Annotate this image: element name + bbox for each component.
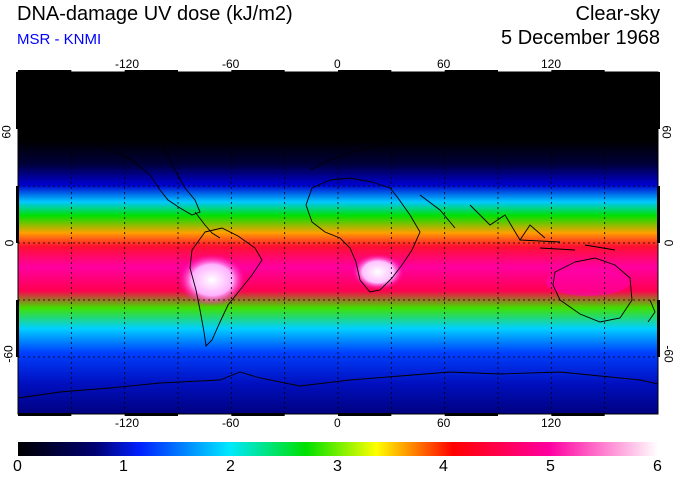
frame-bar bbox=[16, 72, 19, 129]
lon-tick-top-0: -120 bbox=[115, 57, 140, 71]
frame-bar bbox=[338, 70, 392, 73]
graticule bbox=[18, 72, 658, 414]
south-america-hotspot bbox=[178, 254, 246, 306]
colorbar-label-0: 0 bbox=[13, 458, 22, 475]
lon-tick-bottom-4: 120 bbox=[541, 416, 562, 430]
frame-bar bbox=[444, 70, 498, 73]
lon-tick-top-3: 60 bbox=[437, 57, 451, 71]
colorbar bbox=[18, 442, 658, 456]
frame-bar bbox=[18, 70, 72, 73]
frame-bar bbox=[124, 413, 178, 416]
south-america-coast bbox=[189, 227, 263, 347]
lon-tick-top-1: -60 bbox=[222, 57, 240, 71]
date-label: 5 December 1968 bbox=[501, 27, 660, 49]
sky-condition-label: Clear-sky bbox=[575, 3, 660, 25]
new-zealand-coast bbox=[647, 299, 656, 323]
colorbar-label-5: 5 bbox=[546, 458, 555, 475]
lon-tick-top-2: 0 bbox=[334, 57, 341, 71]
antarctica-coast bbox=[18, 371, 658, 399]
australia-coast bbox=[552, 257, 633, 323]
coastlines bbox=[18, 87, 658, 399]
lon-tick-bottom-3: 60 bbox=[437, 416, 451, 430]
colorbar-label-6: 6 bbox=[653, 458, 662, 475]
lon-tick-bottom-1: -60 bbox=[222, 416, 240, 430]
frame-bar bbox=[16, 186, 19, 243]
lat-tick-right-2: -60 bbox=[661, 345, 676, 363]
africa-coast bbox=[305, 177, 421, 293]
frame-bar bbox=[124, 70, 178, 73]
lat-tick-right-1: 0 bbox=[661, 239, 676, 247]
colorbar-label-4: 4 bbox=[439, 458, 448, 475]
frame-bar bbox=[657, 186, 660, 243]
colorbar-label-2: 2 bbox=[226, 458, 235, 475]
frame-bar bbox=[18, 413, 72, 416]
map-title: DNA-damage UV dose (kJ/m2) bbox=[17, 3, 293, 25]
colorbar-label-1: 1 bbox=[119, 458, 128, 475]
frame-bar bbox=[231, 413, 285, 416]
central-america-coast bbox=[194, 211, 221, 239]
lat-tick-right-0: 60 bbox=[659, 125, 674, 139]
frame-bar bbox=[338, 413, 392, 416]
frame-bar bbox=[16, 300, 19, 357]
lat-tick-left-0: 60 bbox=[0, 125, 14, 139]
lon-tick-bottom-2: 0 bbox=[334, 416, 341, 430]
lat-tick-left-2: -60 bbox=[1, 345, 16, 363]
frame-bar bbox=[657, 300, 660, 357]
indonesia-coast bbox=[519, 239, 616, 251]
eurasia-coast bbox=[309, 127, 658, 241]
source-label: MSR - KNMI bbox=[17, 31, 102, 48]
lon-tick-bottom-0: -120 bbox=[115, 416, 140, 430]
lat-tick-left-1: 0 bbox=[2, 239, 17, 247]
frame-bar bbox=[231, 70, 285, 73]
frame-bar bbox=[551, 70, 605, 73]
frame-bar bbox=[444, 413, 498, 416]
frame-bar bbox=[657, 72, 660, 129]
colorbar-label-3: 3 bbox=[333, 458, 342, 475]
australia-hotspot bbox=[546, 268, 630, 296]
frame-bar bbox=[551, 413, 605, 416]
lon-tick-top-4: 120 bbox=[541, 57, 562, 71]
frame-scale-bars bbox=[16, 70, 660, 416]
